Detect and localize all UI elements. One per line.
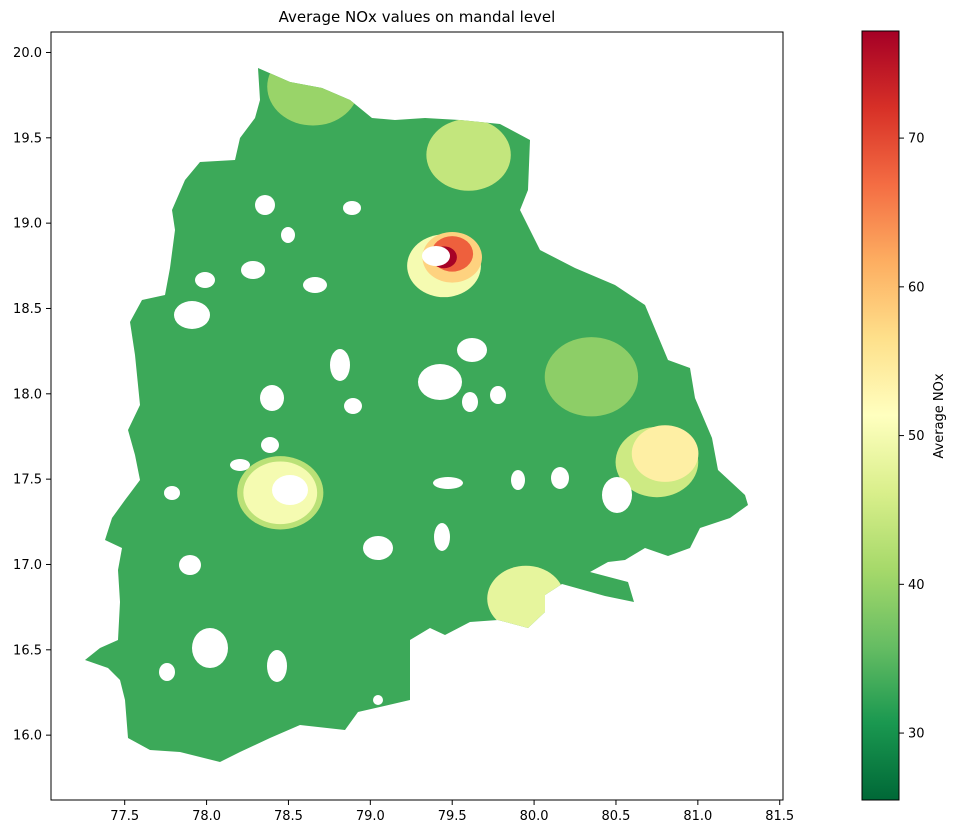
missing-mandal (422, 246, 450, 266)
chart-title: Average NOx values on mandal level (279, 8, 556, 26)
missing-mandal (457, 338, 487, 362)
missing-mandal (164, 486, 180, 500)
colorbar-label: Average NOx (932, 373, 947, 458)
x-tick-label: 78.5 (274, 809, 303, 824)
colorbar-bar (861, 30, 900, 801)
missing-mandal (159, 663, 175, 681)
missing-mandal (343, 201, 361, 215)
missing-mandal (330, 349, 350, 381)
x-tick-label: 80.5 (601, 809, 630, 824)
missing-mandal (344, 398, 362, 414)
missing-mandal (195, 272, 215, 288)
missing-mandal (281, 227, 295, 243)
x-tick-label: 81.0 (683, 809, 712, 824)
missing-mandal (462, 392, 478, 412)
colorbar-ticks: 30 40 50 60 70 (899, 132, 925, 742)
x-tick-label: 79.0 (356, 809, 385, 824)
hotspot-region (267, 68, 359, 126)
missing-mandal (179, 555, 201, 575)
missing-mandal (551, 467, 569, 489)
colorbar: 30 40 50 60 70 Average NOx (861, 30, 947, 801)
y-tick-label: 18.0 (13, 387, 42, 402)
colorbar-tick-label: 30 (908, 727, 925, 742)
missing-mandal (241, 261, 265, 279)
x-tick-label: 77.5 (110, 809, 139, 824)
colorbar-tick-label: 40 (908, 578, 925, 593)
y-tick-label: 17.0 (13, 558, 42, 573)
missing-mandal (373, 695, 383, 705)
y-tick-label: 19.0 (13, 217, 42, 232)
hotspot-region (631, 425, 699, 482)
missing-mandal (267, 650, 287, 682)
y-axis-ticks: 16.0 16.5 17.0 17.5 18.0 18.5 19.0 19.5 20.0 (13, 46, 51, 744)
hotspot-region (426, 118, 511, 191)
x-tick-label: 79.5 (438, 809, 467, 824)
colorbar-tick-label: 50 (908, 429, 925, 444)
y-tick-label: 20.0 (13, 46, 42, 61)
x-tick-label: 80.0 (520, 809, 549, 824)
y-tick-label: 16.0 (13, 729, 42, 744)
colorbar-tick-label: 60 (908, 280, 925, 295)
missing-mandal (230, 459, 250, 471)
colorbar-tick-label: 70 (908, 132, 925, 147)
missing-mandal (174, 301, 210, 329)
x-tick-label: 78.0 (192, 809, 221, 824)
missing-mandal (490, 386, 506, 404)
hotspot-region (544, 337, 639, 417)
y-tick-label: 17.5 (13, 473, 42, 488)
x-tick-label: 81.5 (765, 809, 794, 824)
missing-mandal (192, 628, 228, 668)
y-tick-label: 16.5 (13, 643, 42, 658)
missing-mandal (261, 437, 279, 453)
missing-mandal (602, 477, 632, 513)
missing-mandal (272, 475, 308, 505)
missing-mandal (434, 523, 450, 551)
missing-mandal (303, 277, 327, 293)
missing-mandal (255, 195, 275, 215)
missing-mandal (363, 536, 393, 560)
missing-mandal (418, 364, 462, 400)
missing-mandals (159, 195, 632, 705)
y-tick-label: 18.5 (13, 302, 42, 317)
y-tick-label: 19.5 (13, 131, 42, 146)
missing-mandal (260, 385, 284, 411)
x-axis-ticks: 77.5 78.0 78.5 79.0 79.5 80.0 80.5 81.0 81.5 (110, 800, 794, 824)
missing-mandal (511, 470, 525, 490)
missing-mandal (433, 477, 463, 489)
